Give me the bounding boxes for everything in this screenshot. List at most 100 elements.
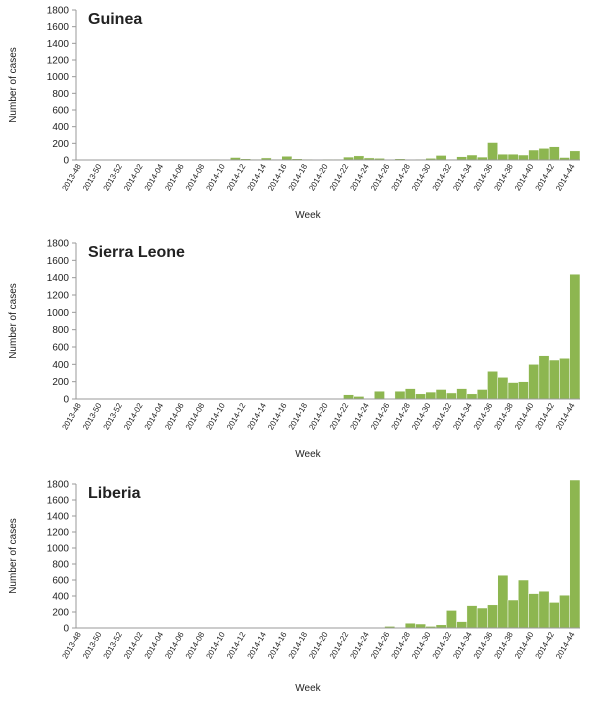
x-tick-label: 2014-18 (287, 401, 310, 431)
x-tick-label: 2014-14 (246, 401, 269, 431)
x-tick-label: 2014-38 (492, 401, 515, 431)
bar (446, 392, 457, 400)
x-tick-label: 2014-34 (451, 401, 474, 431)
bar (415, 393, 426, 400)
x-axis-label: Week (295, 210, 321, 221)
y-tick-label: 600 (52, 343, 69, 354)
bar (435, 389, 447, 400)
y-tick-label: 1400 (47, 512, 70, 523)
x-tick-label: 2014-18 (287, 630, 310, 660)
x-tick-label: 2014-42 (534, 630, 557, 660)
y-tick-label: 1200 (47, 528, 70, 539)
bar (528, 364, 540, 400)
x-tick-label: 2014-16 (266, 401, 289, 431)
x-tick-label: 2014-26 (369, 162, 392, 192)
bar (518, 154, 529, 161)
chart-title: Guinea (88, 11, 142, 28)
y-axis-label: Number of cases (8, 518, 19, 594)
bar (569, 479, 581, 629)
x-tick-label: 2014-44 (554, 401, 577, 431)
bar (415, 623, 426, 629)
x-tick-label: 2014-04 (143, 162, 166, 192)
x-tick-label: 2014-22 (328, 401, 351, 431)
bar (466, 393, 478, 400)
bar (394, 390, 406, 400)
x-tick-label: 2014-30 (410, 401, 433, 431)
bar (497, 153, 509, 161)
y-tick-label: 200 (52, 139, 69, 150)
bar (569, 273, 581, 400)
x-tick-label: 2014-20 (307, 162, 330, 192)
bar (404, 622, 416, 629)
y-tick-label: 1400 (47, 39, 70, 50)
bar (487, 371, 498, 400)
y-tick-label: 1800 (47, 6, 70, 17)
x-tick-label: 2014-30 (410, 630, 433, 660)
y-tick-label: 200 (52, 377, 69, 388)
bar (507, 382, 519, 400)
x-tick-label: 2014-38 (492, 162, 515, 192)
bar (446, 610, 457, 629)
x-tick-label: 2013-48 (60, 401, 83, 431)
bar (559, 358, 570, 400)
y-tick-label: 400 (52, 122, 69, 133)
x-tick-label: 2013-50 (81, 630, 104, 660)
x-tick-label: 2014-40 (513, 401, 536, 431)
x-tick-label: 2014-08 (184, 401, 207, 431)
bar (456, 621, 468, 629)
chart-title: Sierra Leone (88, 244, 185, 261)
x-tick-label: 2014-12 (225, 401, 248, 431)
bar (548, 602, 560, 629)
bar (435, 155, 447, 161)
y-tick-label: 600 (52, 576, 69, 587)
chart-title: Liberia (88, 485, 141, 502)
bar (466, 605, 478, 629)
x-tick-label: 2014-42 (534, 401, 557, 431)
x-tick-label: 2014-26 (369, 401, 392, 431)
bar (569, 150, 581, 161)
x-tick-label: 2014-28 (390, 401, 413, 431)
x-tick-label: 2014-14 (246, 630, 269, 660)
bar (559, 594, 570, 629)
bar (507, 599, 519, 629)
y-axis-label: Number of cases (8, 283, 19, 359)
x-axis-label: Week (295, 449, 321, 460)
x-tick-label: 2014-32 (431, 401, 454, 431)
x-tick-label: 2013-50 (81, 162, 104, 192)
x-tick-label: 2013-52 (102, 401, 125, 431)
y-tick-label: 0 (63, 156, 69, 167)
x-tick-label: 2014-38 (492, 630, 515, 660)
bar (538, 355, 550, 400)
x-tick-label: 2014-22 (328, 162, 351, 192)
x-tick-label: 2014-20 (307, 401, 330, 431)
x-tick-label: 2014-32 (431, 630, 454, 660)
x-tick-label: 2014-14 (246, 162, 269, 192)
y-tick-label: 1200 (47, 56, 70, 67)
x-tick-label: 2014-36 (472, 630, 495, 660)
x-tick-label: 2014-02 (122, 162, 145, 192)
x-tick-label: 2014-04 (143, 401, 166, 431)
x-tick-label: 2014-40 (513, 162, 536, 192)
x-tick-label: 2014-26 (369, 630, 392, 660)
y-tick-label: 1000 (47, 308, 70, 319)
y-tick-label: 1400 (47, 273, 70, 284)
x-tick-label: 2014-28 (390, 162, 413, 192)
x-tick-label: 2014-08 (184, 162, 207, 192)
y-tick-label: 1800 (47, 480, 70, 491)
y-tick-label: 1600 (47, 496, 70, 507)
x-tick-label: 2014-06 (163, 630, 186, 660)
x-tick-label: 2014-04 (143, 630, 166, 660)
x-tick-label: 2014-22 (328, 630, 351, 660)
y-tick-label: 0 (63, 395, 69, 406)
bar (425, 391, 437, 400)
x-tick-label: 2014-36 (472, 162, 495, 192)
y-tick-label: 800 (52, 89, 69, 100)
bar (476, 389, 488, 400)
y-tick-label: 1600 (47, 22, 70, 33)
bar (497, 377, 509, 400)
bar (497, 574, 509, 629)
x-tick-label: 2014-36 (472, 401, 495, 431)
y-tick-label: 800 (52, 325, 69, 336)
x-tick-label: 2014-02 (122, 401, 145, 431)
